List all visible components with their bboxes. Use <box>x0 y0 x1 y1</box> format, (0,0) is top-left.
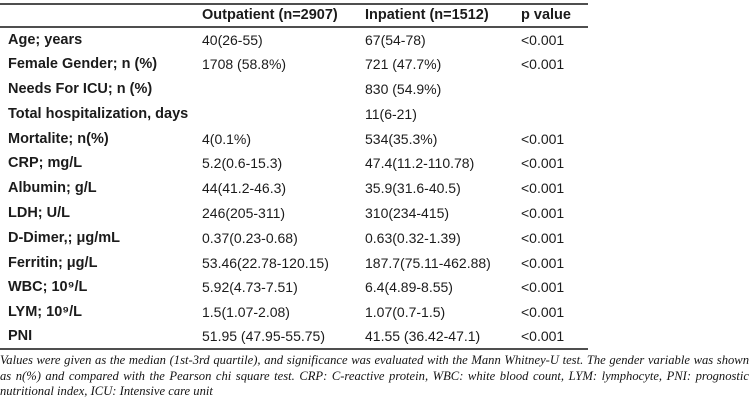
table-row: LDH; U/L 246(205-311) 310(234-415) <0.00… <box>0 201 588 226</box>
p-value-cell <box>521 77 588 102</box>
p-value-cell: <0.001 <box>521 180 565 197</box>
inpatient-value-cell: 67(54-78) <box>365 31 426 48</box>
p-value-cell <box>521 101 588 126</box>
p-value-cell: <0.001 <box>521 328 565 345</box>
row-label-cell: Ferritin; μg/L <box>8 254 98 271</box>
outpatient-value-cell: 1.5(1.07-2.08) <box>202 304 290 321</box>
table-row: Total hospitalization, days 11(6-21) <box>0 101 588 126</box>
table-footnote: Values were given as the median (1st-3rd… <box>0 353 749 399</box>
table-row: Ferritin; μg/L 53.46(22.78-120.15) 187.7… <box>0 250 588 275</box>
inpatient-value-cell: 0.63(0.32-1.39) <box>365 229 461 246</box>
p-value-cell: <0.001 <box>521 229 565 246</box>
table-row: Age; years 40(26-55) 67(54-78) <0.001 <box>0 27 588 52</box>
table-row: WBC; 10⁹/L 5.92(4.73-7.51) 6.4(4.89-8.55… <box>0 275 588 300</box>
inpatient-value-cell: 310(234-415) <box>365 204 450 221</box>
p-value-cell: <0.001 <box>521 56 565 73</box>
outpatient-value-cell: 0.37(0.23-0.68) <box>202 229 298 246</box>
p-value-cell: <0.001 <box>521 279 565 296</box>
row-label-cell: Age; years <box>8 31 83 48</box>
inpatient-value-cell: 534(35.3%) <box>365 130 438 147</box>
outpatient-value-cell <box>202 101 365 126</box>
outpatient-value-cell: 5.92(4.73-7.51) <box>202 279 298 296</box>
inpatient-value-cell: 35.9(31.6-40.5) <box>365 180 461 197</box>
row-label-cell: LDH; U/L <box>8 204 71 221</box>
outpatient-value-cell: 246(205-311) <box>202 204 286 221</box>
row-label-cell: PNI <box>8 328 33 345</box>
table-header: Outpatient (n=2907) Inpatient (n=1512) p… <box>0 4 588 28</box>
table-row: PNI 51.95 (47.95-55.75) 41.55 (36.42-47.… <box>0 325 588 350</box>
p-value-cell: <0.001 <box>521 155 565 172</box>
table-row: CRP; mg/L 5.2(0.6-15.3) 47.4(11.2-110.78… <box>0 151 588 176</box>
row-label-cell: Albumin; g/L <box>8 180 97 197</box>
outpatient-value-cell: 1708 (58.8%) <box>202 56 287 73</box>
column-header-p-value: p value <box>521 4 588 28</box>
table-row: LYM; 10⁹/L 1.5(1.07-2.08) 1.07(0.7-1.5) … <box>0 300 588 325</box>
row-label-cell: WBC; 10⁹/L <box>8 279 88 296</box>
p-value-cell: <0.001 <box>521 254 565 271</box>
outpatient-value-cell: 44(41.2-46.3) <box>202 180 287 197</box>
row-label-cell: LYM; 10⁹/L <box>8 304 83 321</box>
column-header-variable <box>0 4 202 28</box>
outpatient-value-cell: 53.46(22.78-120.15) <box>202 254 329 271</box>
row-label-cell: Needs For ICU; n (%) <box>8 80 153 97</box>
p-value-cell: <0.001 <box>521 31 565 48</box>
table-row: Albumin; g/L 44(41.2-46.3) 35.9(31.6-40.… <box>0 176 588 201</box>
table-row: D-Dimer,; μg/mL 0.37(0.23-0.68) 0.63(0.3… <box>0 225 588 250</box>
column-header-inpatient: Inpatient (n=1512) <box>365 4 521 28</box>
inpatient-value-cell: 6.4(4.89-8.55) <box>365 279 453 296</box>
p-value-cell: <0.001 <box>521 204 565 221</box>
row-label-cell: Total hospitalization, days <box>8 105 189 122</box>
row-label-cell: Mortalite; n(%) <box>8 130 109 147</box>
header-row: Outpatient (n=2907) Inpatient (n=1512) p… <box>0 4 588 28</box>
inpatient-value-cell: 830 (54.9%) <box>365 80 442 97</box>
outpatient-value-cell: 40(26-55) <box>202 31 263 48</box>
table-row: Needs For ICU; n (%) 830 (54.9%) <box>0 77 588 102</box>
p-value-cell: <0.001 <box>521 130 565 147</box>
outpatient-value-cell <box>202 77 365 102</box>
table-row: Mortalite; n(%) 4(0.1%) 534(35.3%) <0.00… <box>0 126 588 151</box>
row-label-cell: D-Dimer,; μg/mL <box>8 229 120 246</box>
p-value-cell: <0.001 <box>521 304 565 321</box>
column-header-outpatient: Outpatient (n=2907) <box>202 4 365 28</box>
outpatient-value-cell: 5.2(0.6-15.3) <box>202 155 283 172</box>
table-row: Female Gender; n (%) 1708 (58.8%) 721 (4… <box>0 52 588 77</box>
outpatient-value-cell: 4(0.1%) <box>202 130 252 147</box>
inpatient-value-cell: 187.7(75.11-462.88) <box>365 254 491 271</box>
inpatient-value-cell: 47.4(11.2-110.78) <box>365 155 475 172</box>
outpatient-value-cell: 51.95 (47.95-55.75) <box>202 328 325 345</box>
row-label-cell: CRP; mg/L <box>8 155 83 172</box>
inpatient-value-cell: 41.55 (36.42-47.1) <box>365 328 481 345</box>
row-label-cell: Female Gender; n (%) <box>8 56 158 73</box>
inpatient-value-cell: 721 (47.7%) <box>365 56 442 73</box>
inpatient-value-cell: 11(6-21) <box>365 105 417 122</box>
inpatient-value-cell: 1.07(0.7-1.5) <box>365 304 446 321</box>
clinical-comparison-table: Outpatient (n=2907) Inpatient (n=1512) p… <box>0 3 588 351</box>
table-body: Age; years 40(26-55) 67(54-78) <0.001 Fe… <box>0 27 588 349</box>
